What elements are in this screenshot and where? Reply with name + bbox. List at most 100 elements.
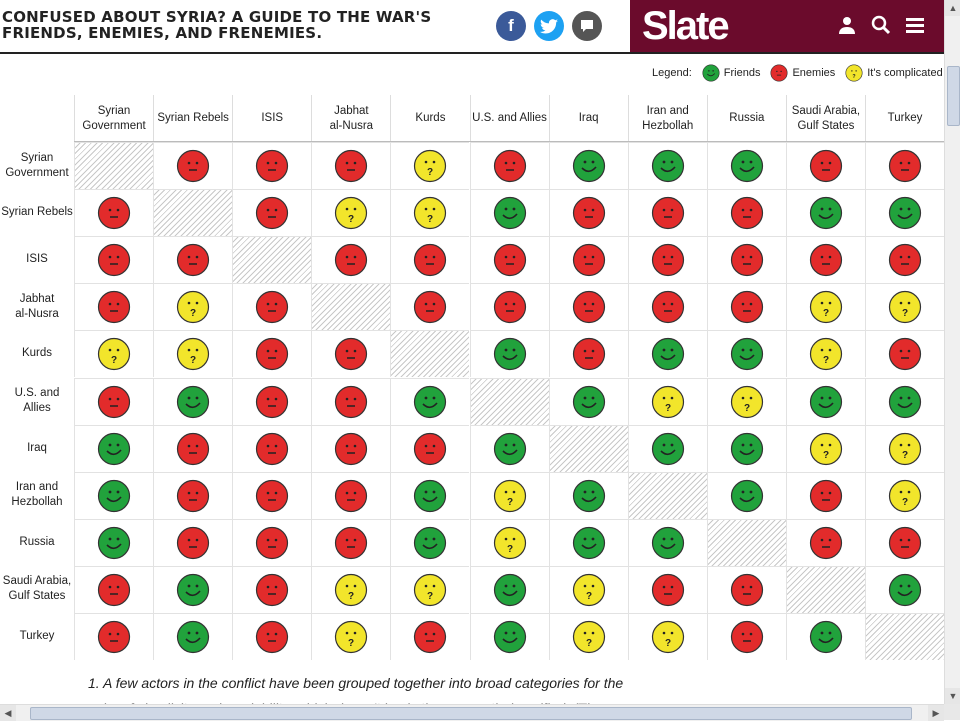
matrix-cell [311,377,391,425]
enemies-face-icon [177,244,210,277]
matrix-cell [153,565,233,613]
site-header: CONFUSED ABOUT SYRIA? A GUIDE TO THE WAR… [0,0,944,54]
matrix-cell [311,424,391,472]
column-header-line: Saudi Arabia, [791,104,861,117]
friends-face-icon [809,197,843,230]
matrix-cell: ? [627,377,707,425]
matrix-cell [785,189,865,237]
matrix-cell [74,518,154,566]
svg-text:?: ? [586,591,592,602]
column-header-line: Gulf States [797,119,855,132]
complicated-face-icon: ? [493,479,526,512]
friends-face-icon [493,573,526,607]
menu-icon[interactable] [904,14,926,36]
scroll-left-arrow[interactable]: ◀ [0,705,16,721]
scroll-down-arrow[interactable]: ▼ [945,688,960,704]
row-header-line: U.S. and Allies [14,387,60,415]
svg-text:?: ? [427,214,433,225]
svg-text:?: ? [506,497,512,508]
column-header-line: Russia [729,112,765,124]
matrix-cell [74,613,154,661]
row-header-line: Russia [19,535,55,548]
enemies-face-icon [414,244,447,277]
matrix-cell [232,330,312,378]
matrix-cell [706,613,786,661]
scroll-right-arrow[interactable]: ▶ [928,705,944,721]
matrix-cell: ? [390,142,470,190]
complicated-face-icon: ? [335,620,368,654]
enemies-face-icon [335,432,368,465]
horizontal-scroll-thumb[interactable] [30,707,912,720]
complicated-face-icon: ? [888,291,922,324]
friends-face-icon [493,620,526,654]
legend-complicated-icon: ? [845,64,863,82]
vertical-scrollbar[interactable]: ▲ ▼ [944,0,960,704]
legend: Legend: Friends Enemies ? It's complicat… [652,63,949,83]
matrix-cell [74,565,154,613]
column-header-kurds: Kurds [390,95,469,142]
enemies-face-icon [493,149,526,183]
matrix-cell [785,518,865,566]
matrix-cell: ? [74,330,154,378]
facebook-icon[interactable]: f [496,11,526,41]
matrix-cell: ? [865,471,945,519]
enemies-face-icon [97,244,131,277]
column-header-isis: ISIS [232,95,311,142]
complicated-face-icon: ? [888,479,922,512]
enemies-face-icon [730,620,763,654]
matrix-cell [865,377,945,425]
matrix-cell [469,236,549,284]
matrix-cell [548,330,628,378]
svg-text:?: ? [586,638,592,649]
column-header-line: Iran and [646,104,689,117]
row-header-line: Saudi Arabia, [2,575,72,588]
matrix-cell: ? [153,283,233,331]
complicated-face-icon: ? [97,338,131,371]
matrix-cell [469,283,549,331]
slate-logo[interactable]: Slate [642,4,730,48]
matrix-cell [232,565,312,613]
enemies-face-icon [256,573,289,607]
column-header-saudi-arabia-gulf-states: Saudi Arabia, Gulf States [785,95,865,142]
matrix-cell: ? [153,330,233,378]
horizontal-scrollbar[interactable]: ◀ ▶ [0,704,944,721]
matrix-cell [469,424,549,472]
friends-face-icon [177,573,210,607]
complicated-face-icon: ? [809,432,843,465]
column-header-line: ISIS [261,112,284,124]
matrix-cell [548,518,628,566]
scroll-up-arrow[interactable]: ▲ [945,0,960,16]
footnote-text: 1. A few actors in the conflict have bee… [88,675,624,691]
matrix-cell: ? [785,283,865,331]
matrix-cell [232,471,312,519]
matrix-cell: ? [865,424,945,472]
matrix-cell [153,471,233,519]
row-header-line: al-Nusra [15,307,59,320]
twitter-icon[interactable] [534,11,564,41]
enemies-face-icon [414,432,447,465]
matrix-cell [469,613,549,661]
friends-face-icon [572,385,605,418]
column-header-jabhat-al-nusra: Jabhat al-Nusra [311,95,390,142]
enemies-face-icon [414,620,447,654]
friends-face-icon [414,526,447,559]
vertical-scroll-thumb[interactable] [947,66,960,126]
enemies-face-icon [730,244,763,277]
matrix-cell [74,283,154,331]
search-icon[interactable] [870,14,892,36]
enemies-face-icon [97,385,131,418]
comment-icon[interactable] [572,11,602,41]
matrix-cell [232,377,312,425]
enemies-face-icon [809,244,843,277]
self-cell [548,424,628,472]
enemies-face-icon [730,197,763,230]
friends-face-icon [651,149,684,183]
matrix-cell [627,518,707,566]
matrix-cell [548,189,628,237]
column-header-line: Hezbollah [642,119,694,132]
matrix-cell [232,283,312,331]
matrix-cell [311,518,391,566]
friends-face-icon [572,526,605,559]
user-icon[interactable] [836,14,858,36]
complicated-face-icon: ? [414,197,447,230]
